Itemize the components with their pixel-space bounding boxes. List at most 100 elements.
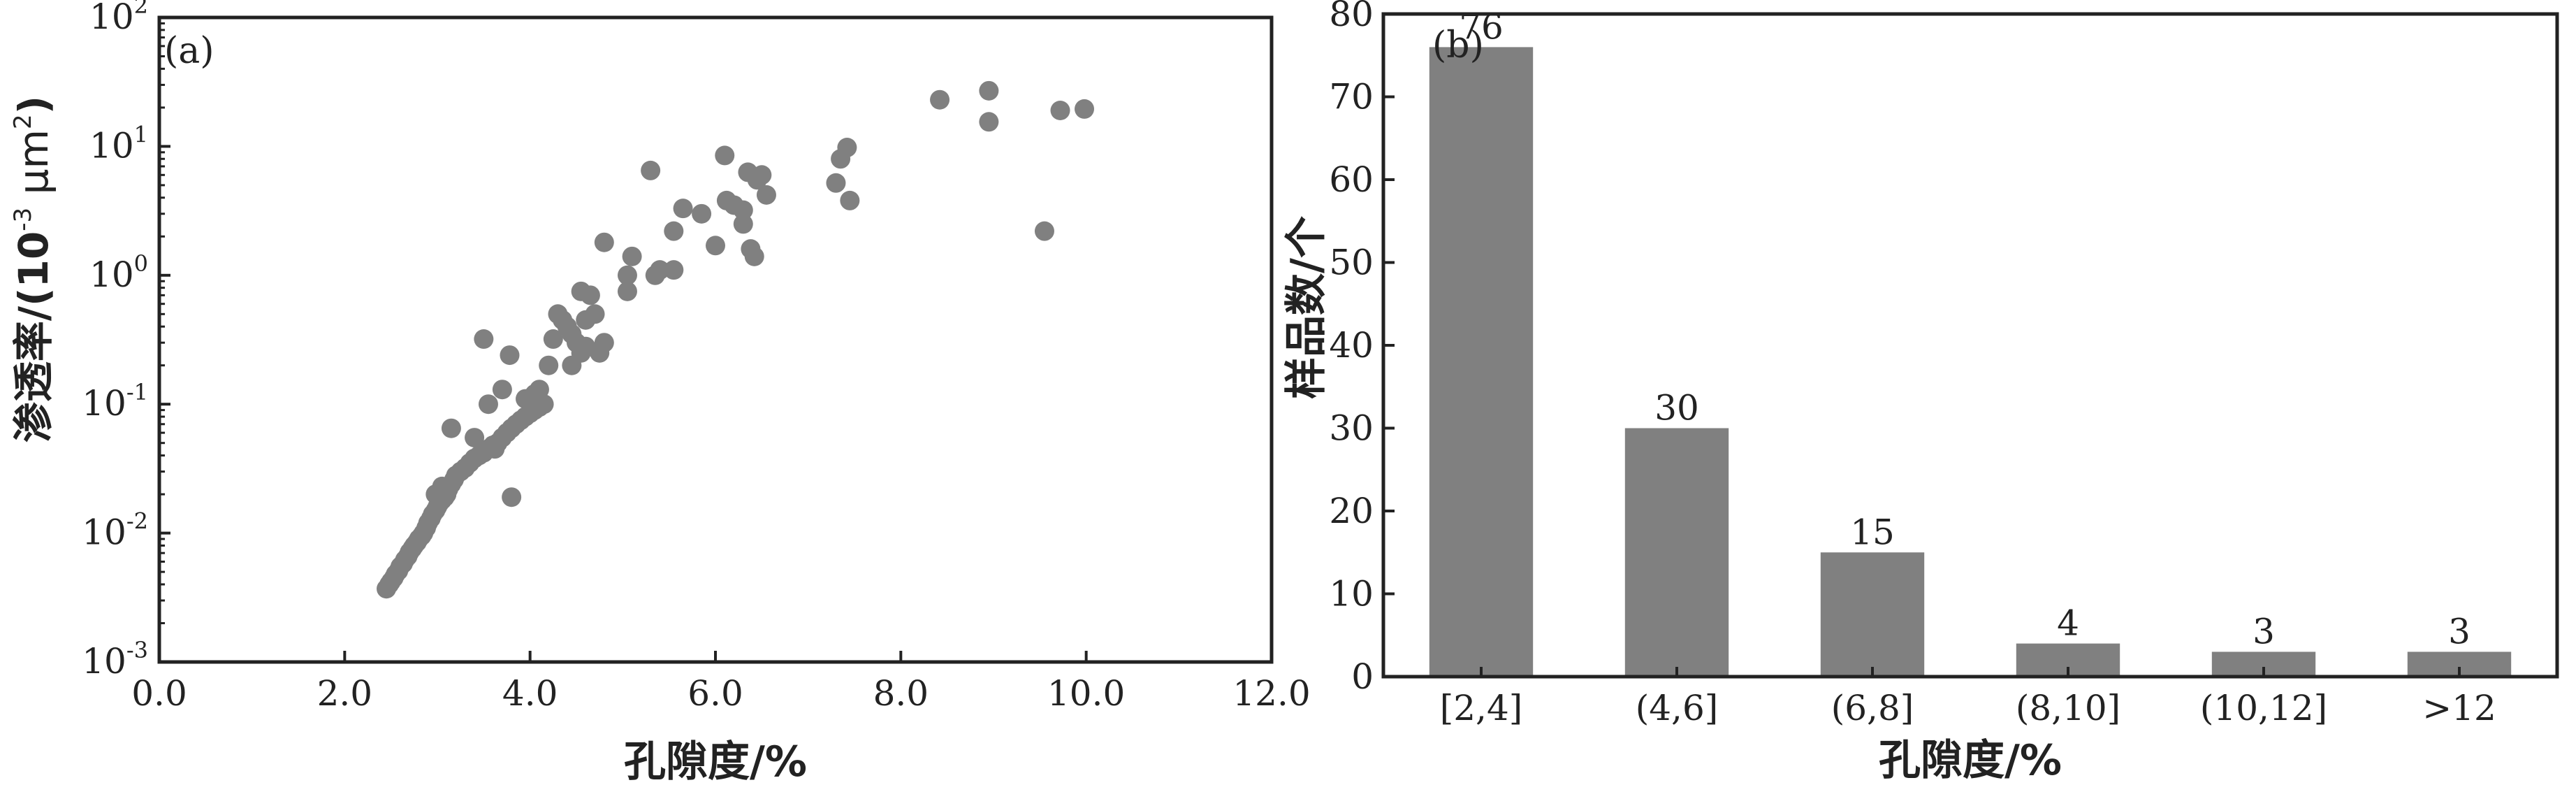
scatter-point (826, 173, 846, 193)
bar (1820, 552, 1925, 677)
scatter-point (641, 160, 661, 180)
y-tick-label: 30 (1329, 408, 1374, 449)
scatter-point (594, 232, 614, 252)
scatter-point (664, 221, 684, 241)
y-label-main: 渗透率/(10 (10, 231, 57, 442)
bar-y-axis-label: 样品数/个 (1282, 216, 1331, 399)
scatter-point (432, 476, 452, 496)
bar-value-label: 30 (1654, 388, 1699, 428)
scatter-point (1034, 221, 1054, 241)
x-tick-label: 2.0 (317, 673, 373, 714)
scatter-point (585, 304, 605, 324)
scatter-point (733, 200, 753, 220)
y-label-close: ) (10, 96, 57, 115)
y-tick-label: 40 (1329, 325, 1374, 366)
scatter-point (979, 80, 999, 101)
scatter-point (571, 281, 591, 301)
y-tick-label: 10 (1329, 574, 1374, 614)
bar-value-label: 3 (2448, 611, 2471, 651)
bar-value-label: 3 (2253, 611, 2275, 651)
y-tick-label: 10-1 (82, 379, 148, 424)
scatter-point (543, 329, 563, 350)
scatter-point (837, 138, 857, 158)
scatter-point (478, 394, 498, 415)
scatter-y-axis-label: 渗透率/(10-3 μm2) (9, 96, 57, 442)
x-tick-label: (8,10] (2016, 688, 2120, 728)
scatter-point (715, 145, 735, 166)
scatter-point (502, 487, 522, 507)
scatter-point (752, 165, 772, 185)
scatter-point (650, 260, 670, 280)
x-tick-label: (6,8] (1831, 688, 1914, 728)
y-tick-label: 60 (1329, 159, 1374, 200)
scatter-point (441, 418, 461, 438)
x-tick-label: 0.0 (131, 673, 187, 714)
scatter-point (617, 281, 637, 301)
scatter-point (562, 355, 582, 375)
x-tick-label: 4.0 (502, 673, 558, 714)
x-tick-label: (4,6] (1636, 688, 1719, 728)
scatter-point (474, 329, 494, 350)
scatter-panel-label: (a) (164, 30, 214, 72)
scatter-plot-frame (157, 15, 1274, 664)
scatter-point (594, 333, 614, 353)
bar (1429, 47, 1534, 677)
scatter-point (622, 246, 642, 266)
y-label-exponent: -3 (9, 208, 37, 231)
scatter-point (529, 380, 549, 400)
y-tick-label: 0 (1351, 656, 1374, 697)
bar-value-label: 15 (1850, 512, 1895, 552)
y-tick-label: 70 (1329, 77, 1374, 117)
scatter-point (492, 380, 512, 400)
scatter-point (539, 355, 559, 375)
x-tick-label: >12 (2422, 688, 2496, 728)
scatter-y-ticks: 10-3 10-2 10-1 100 101 102 (82, 0, 170, 682)
y-tick-label: 80 (1329, 0, 1374, 34)
scatter-x-axis-label: 孔隙度/% (624, 737, 807, 785)
y-label-unit: μm (10, 129, 57, 208)
scatter-point (1050, 100, 1070, 120)
bar-plot-frame (1381, 12, 2559, 679)
y-tick-label: 50 (1329, 243, 1374, 283)
bar (1624, 428, 1729, 677)
bar-x-ticks: [2,4] (4,6] (6,8] (8,10] (10,12] >12 (1440, 667, 2496, 728)
y-label-unit-exponent: 2 (9, 114, 37, 129)
scatter-point (733, 214, 753, 234)
bar-value-label: 4 (2057, 603, 2079, 644)
scatter-point (756, 185, 776, 205)
scatter-point (979, 112, 999, 132)
x-tick-label: (10,12] (2200, 688, 2327, 728)
scatter-point (692, 203, 712, 224)
scatter-x-ticks: 0.0 2.0 4.0 6.0 8.0 10.0 12.0 (131, 651, 1311, 714)
scatter-points (377, 80, 1095, 599)
x-tick-label: 6.0 (687, 673, 743, 714)
x-tick-label: 10.0 (1047, 673, 1125, 714)
scatter-point (840, 190, 860, 210)
scatter-point (617, 265, 637, 285)
y-tick-label: 101 (89, 121, 148, 166)
x-tick-label: 12.0 (1232, 673, 1310, 714)
scatter-point (744, 246, 764, 266)
y-tick-label: 100 (89, 250, 148, 295)
x-tick-label: 8.0 (873, 673, 929, 714)
y-tick-label: 10-3 (82, 637, 148, 682)
scatter-point (1075, 99, 1095, 119)
bar-panel-label: (b) (1432, 24, 1484, 66)
y-tick-label: 10-2 (82, 508, 148, 553)
scatter-point (930, 89, 950, 110)
scatter-point (664, 260, 684, 280)
scatter-point (706, 236, 725, 256)
scatter-point (485, 439, 505, 459)
scatter-point (673, 199, 693, 219)
bar-y-ticks: 0 10 20 30 40 50 60 70 80 (1329, 0, 1395, 697)
x-tick-label: [2,4] (1440, 688, 1523, 728)
y-tick-label: 20 (1329, 491, 1374, 531)
bar-x-axis-label: 孔隙度/% (1879, 736, 2062, 785)
y-tick-label: 102 (89, 0, 148, 37)
scatter-point (465, 428, 485, 448)
scatter-point (500, 345, 520, 366)
scatter-panel: 0.0 2.0 4.0 6.0 8.0 10.0 12.0 10-310-210-11001… (9, 0, 1311, 785)
